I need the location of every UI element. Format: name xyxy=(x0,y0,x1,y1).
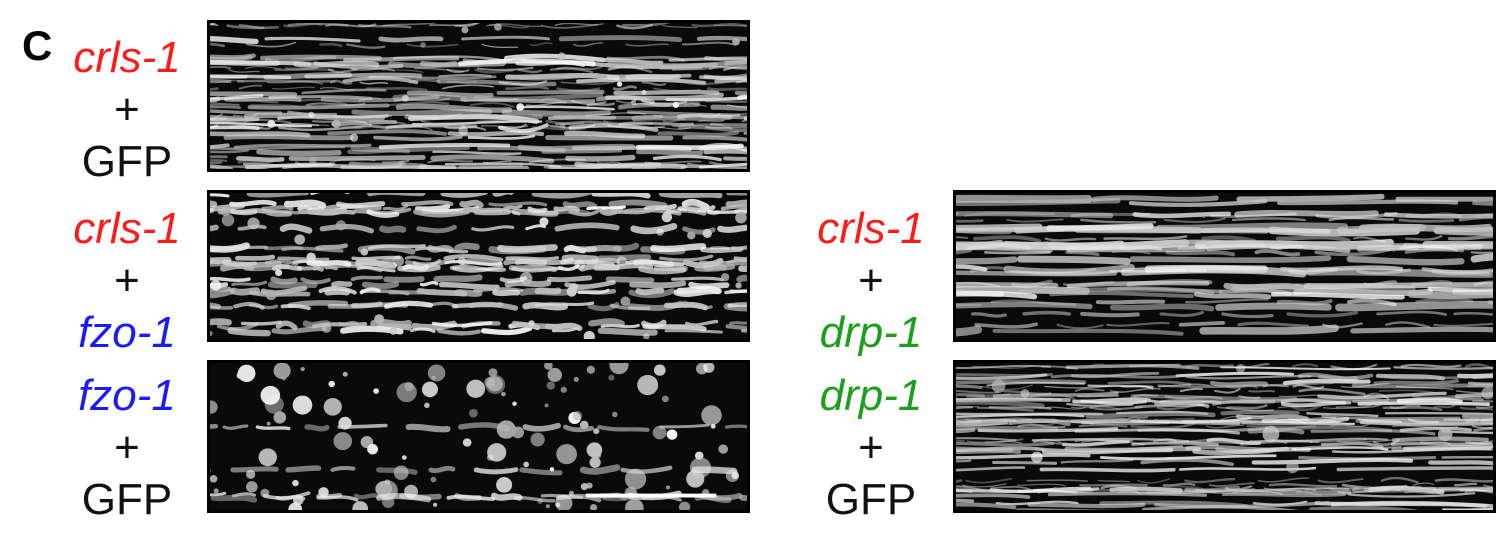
micrograph-crls-gfp xyxy=(207,20,750,172)
label-crls-fzo: crls-1 + fzo-1 xyxy=(52,203,202,359)
micrograph-crls-gfp-image xyxy=(210,23,747,169)
label-fzo-gfp-line3: GFP xyxy=(81,475,173,524)
label-crls-fzo-line3: fzo-1 xyxy=(78,308,176,357)
micrograph-drp-gfp-image xyxy=(956,363,1493,510)
label-crls-fzo-line1: crls-1 xyxy=(73,204,181,253)
label-fzo-gfp-line2: + xyxy=(114,423,140,472)
label-drp-gfp-line2: + xyxy=(858,423,884,472)
micrograph-crls-drp xyxy=(953,190,1496,342)
label-crls-drp: crls-1 + drp-1 xyxy=(796,203,946,359)
label-crls-drp-line1: crls-1 xyxy=(817,204,925,253)
micrograph-crls-fzo-image xyxy=(210,193,747,339)
label-crls-gfp-line2: + xyxy=(114,85,140,134)
panel-letter: C xyxy=(22,22,53,69)
label-drp-gfp-line3: GFP xyxy=(825,475,917,524)
label-crls-gfp-line3: GFP xyxy=(81,137,173,186)
label-crls-drp-line3: drp-1 xyxy=(819,308,923,357)
micrograph-crls-fzo xyxy=(207,190,750,342)
label-drp-gfp: drp-1 + GFP xyxy=(796,370,946,526)
label-drp-gfp-line1: drp-1 xyxy=(819,371,923,420)
micrograph-fzo-gfp-image xyxy=(210,363,747,510)
label-fzo-gfp-line1: fzo-1 xyxy=(78,371,176,420)
label-crls-gfp: crls-1 + GFP xyxy=(52,32,202,188)
label-fzo-gfp: fzo-1 + GFP xyxy=(52,370,202,526)
micrograph-fzo-gfp xyxy=(207,360,750,513)
micrograph-crls-drp-image xyxy=(956,193,1493,337)
label-crls-drp-line2: + xyxy=(858,256,884,305)
label-crls-gfp-line1: crls-1 xyxy=(73,33,181,82)
micrograph-drp-gfp xyxy=(953,360,1496,513)
label-crls-fzo-line2: + xyxy=(114,256,140,305)
